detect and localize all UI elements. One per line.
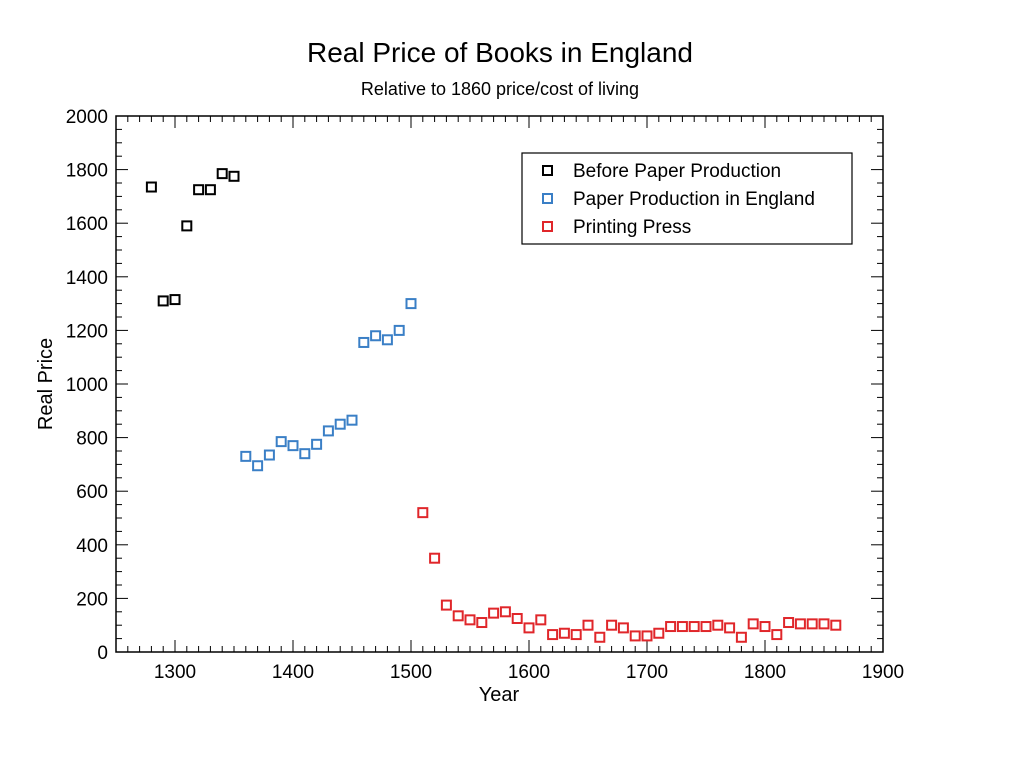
data-point bbox=[440, 599, 452, 611]
data-point bbox=[346, 414, 358, 426]
y-tick-label: 600 bbox=[76, 482, 108, 503]
data-point bbox=[358, 336, 370, 348]
data-point bbox=[370, 330, 382, 342]
x-axis-label: Year bbox=[479, 684, 520, 706]
data-point bbox=[570, 629, 582, 641]
chart-title: Real Price of Books in England bbox=[307, 37, 693, 68]
data-point bbox=[181, 220, 193, 232]
data-point bbox=[488, 607, 500, 619]
data-point bbox=[594, 631, 606, 643]
data-point bbox=[818, 618, 830, 630]
data-point bbox=[429, 552, 441, 564]
x-tick-label: 1800 bbox=[744, 662, 786, 683]
data-point bbox=[216, 168, 228, 180]
data-point bbox=[275, 436, 287, 448]
data-point bbox=[405, 298, 417, 310]
data-point bbox=[393, 324, 405, 336]
legend-marker bbox=[542, 165, 553, 176]
data-point bbox=[735, 631, 747, 643]
data-point bbox=[617, 622, 629, 634]
data-points bbox=[145, 168, 842, 643]
y-tick-label: 1600 bbox=[66, 214, 108, 235]
y-tick-label: 1200 bbox=[66, 321, 108, 342]
chart-subtitle: Relative to 1860 price/cost of living bbox=[361, 79, 639, 99]
y-tick-label: 1400 bbox=[66, 268, 108, 289]
x-tick-label: 1600 bbox=[508, 662, 550, 683]
data-point bbox=[676, 621, 688, 633]
x-tick-label: 1500 bbox=[390, 662, 432, 683]
data-point bbox=[417, 507, 429, 519]
y-tick-label: 1000 bbox=[66, 375, 108, 396]
data-point bbox=[759, 621, 771, 633]
x-tick-label: 1400 bbox=[272, 662, 314, 683]
data-point bbox=[322, 425, 334, 437]
data-point bbox=[712, 619, 724, 631]
data-point bbox=[334, 418, 346, 430]
data-point bbox=[629, 630, 641, 642]
axes: 1300 1400 1500 1600 1700 1800 1900 0 200 400 600 80… bbox=[66, 107, 904, 683]
data-point bbox=[771, 629, 783, 641]
data-point bbox=[700, 621, 712, 633]
data-point bbox=[688, 621, 700, 633]
data-point bbox=[724, 622, 736, 634]
series-1 bbox=[145, 168, 240, 307]
data-point bbox=[228, 170, 240, 182]
legend-label: Paper Production in England bbox=[573, 189, 815, 210]
legend: Before Paper Production Paper Production … bbox=[521, 152, 853, 245]
series-3 bbox=[417, 507, 842, 643]
data-point bbox=[783, 617, 795, 629]
x-tick-label: 1900 bbox=[862, 662, 904, 683]
data-point bbox=[240, 450, 252, 462]
data-point bbox=[511, 613, 523, 624]
data-point bbox=[287, 440, 299, 452]
data-point bbox=[665, 621, 677, 633]
y-tick-label: 200 bbox=[76, 589, 108, 610]
x-tick-label: 1300 bbox=[154, 662, 196, 683]
data-point bbox=[263, 449, 275, 461]
data-point bbox=[499, 606, 511, 618]
data-point bbox=[252, 460, 264, 472]
data-point bbox=[381, 334, 393, 346]
data-point bbox=[558, 627, 570, 639]
legend-box bbox=[521, 152, 853, 245]
data-point bbox=[452, 610, 464, 622]
legend-label: Before Paper Production bbox=[573, 161, 781, 182]
data-point bbox=[464, 614, 476, 626]
series-2 bbox=[240, 298, 417, 472]
y-tick-label: 400 bbox=[76, 536, 108, 557]
data-point bbox=[547, 629, 559, 641]
data-point bbox=[794, 618, 806, 630]
data-point bbox=[193, 184, 205, 196]
data-point bbox=[641, 630, 653, 642]
y-tick-label: 800 bbox=[76, 429, 108, 450]
data-point bbox=[157, 295, 169, 307]
data-point bbox=[204, 184, 216, 196]
data-point bbox=[806, 618, 818, 630]
data-point bbox=[535, 614, 547, 626]
y-axis-label: Real Price bbox=[35, 338, 57, 430]
legend-marker bbox=[542, 221, 553, 232]
y-tick-label: 2000 bbox=[66, 107, 108, 128]
y-tick-label: 1800 bbox=[66, 161, 108, 182]
data-point bbox=[747, 618, 759, 630]
y-tick-label: 0 bbox=[97, 643, 108, 664]
data-point bbox=[606, 619, 618, 631]
data-point bbox=[311, 438, 323, 450]
legend-marker bbox=[542, 193, 553, 204]
data-point bbox=[582, 619, 594, 631]
data-point bbox=[299, 448, 311, 460]
data-point bbox=[523, 622, 535, 634]
data-point bbox=[169, 294, 181, 306]
data-point bbox=[830, 619, 842, 631]
x-tick-label: 1700 bbox=[626, 662, 668, 683]
data-point bbox=[476, 617, 488, 629]
data-point bbox=[145, 181, 157, 193]
legend-label: Printing Press bbox=[573, 217, 691, 238]
data-point bbox=[653, 627, 665, 639]
